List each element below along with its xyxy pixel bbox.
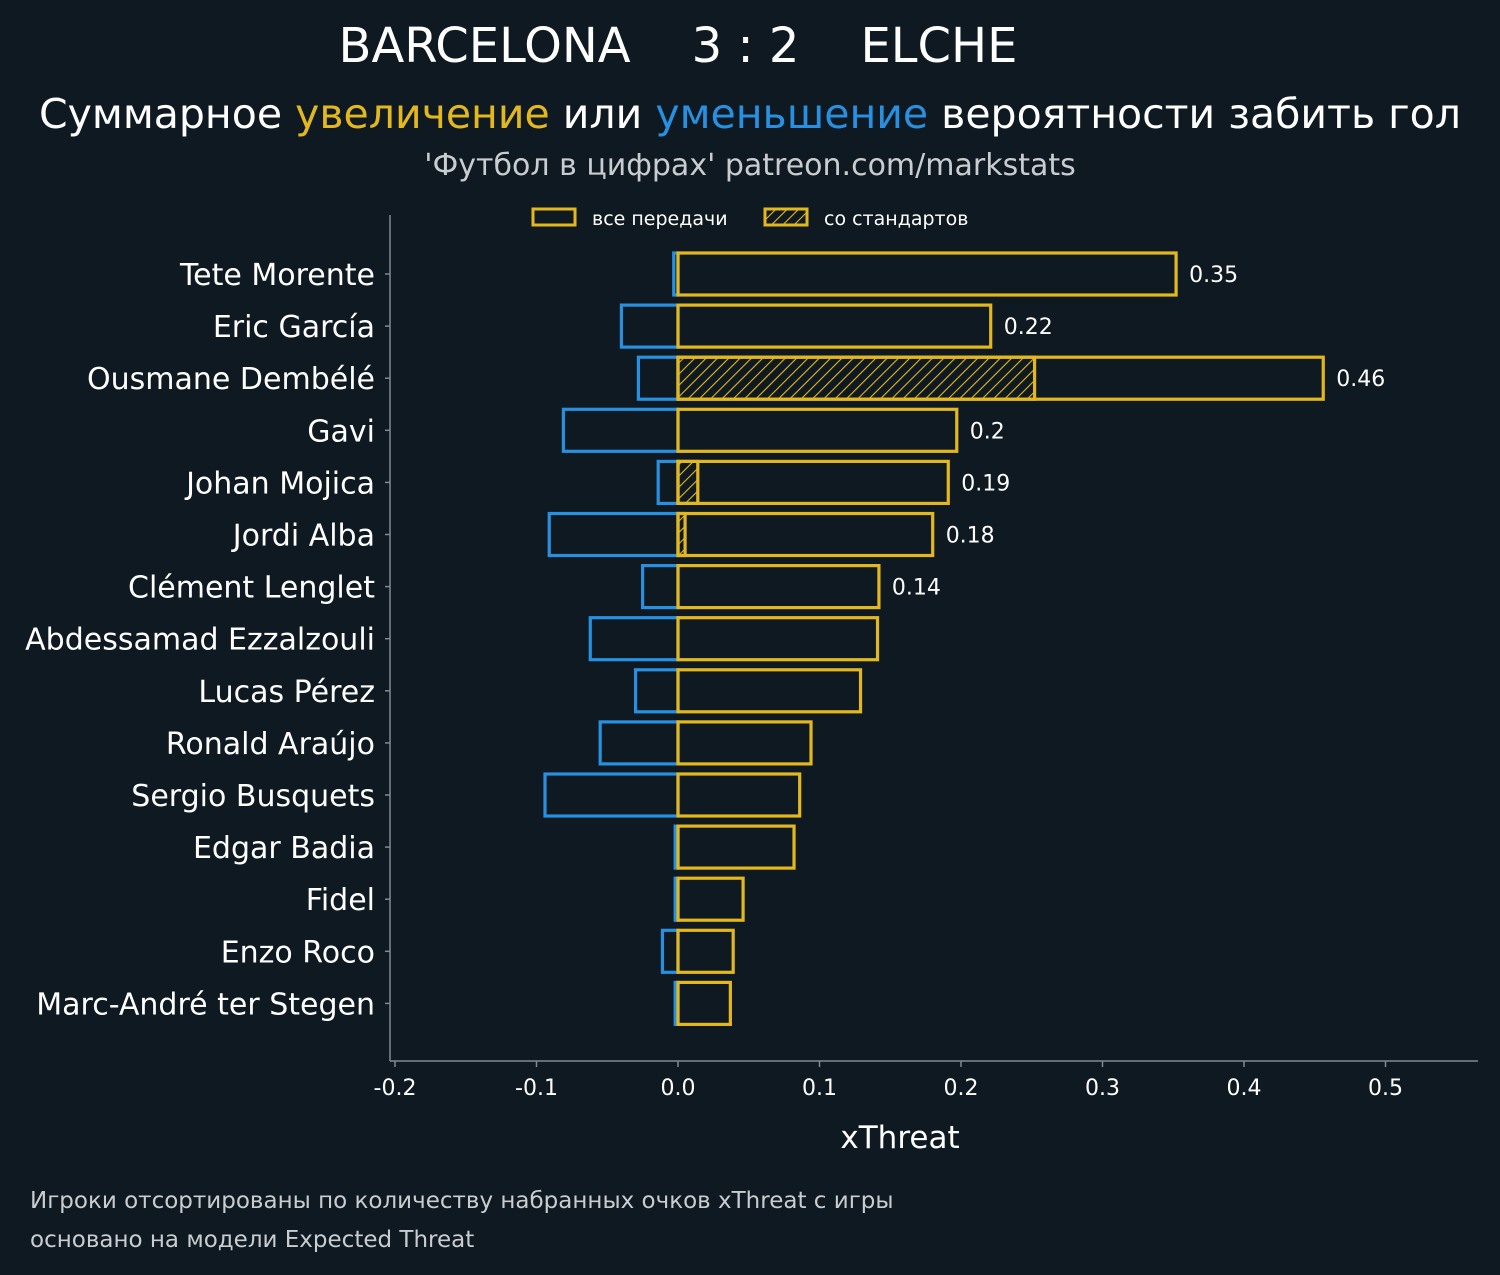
x-tick-label: 0.1: [802, 1076, 837, 1101]
y-tick-label: Marc-André ter Stegen: [36, 987, 375, 1022]
bar-value-label: 0.19: [961, 471, 1010, 496]
bar-all-passes: [676, 563, 881, 610]
bar-all-passes: [676, 928, 735, 974]
x-axis-label: xThreat: [840, 1120, 959, 1156]
bar-all-passes: [676, 303, 993, 349]
bar-all-passes: [676, 511, 935, 558]
x-tick-label: 0.0: [661, 1076, 696, 1101]
bar-negative: [547, 511, 680, 558]
y-tick-label: Gavi: [307, 414, 375, 449]
x-tick-label: 0.2: [944, 1076, 979, 1101]
bar-all-passes: [676, 407, 959, 453]
bar-value-label: 0.22: [1004, 315, 1053, 340]
bar-all-passes: [676, 824, 796, 870]
bar-negative: [641, 563, 680, 610]
subtitle-part-3: или: [549, 90, 656, 138]
bar-negative: [561, 407, 680, 453]
bar-value-label: 0.46: [1336, 367, 1385, 392]
y-tick-label: Ronald Araújo: [166, 727, 375, 762]
subtitle-part-1: Суммарное: [39, 90, 296, 138]
bar-value-label: 0.14: [892, 576, 941, 601]
chart-source: 'Футбол в цифрах' patreon.com/markstats: [424, 148, 1076, 183]
x-tick-label: 0.5: [1368, 1076, 1403, 1101]
subtitle-increase-word: увеличение: [295, 90, 550, 138]
bar-all-passes: [676, 720, 813, 766]
y-tick-label: Abdessamad Ezzalzouli: [25, 623, 375, 658]
x-tick-label: 0.3: [1085, 1076, 1120, 1101]
bar-set-pieces: [676, 459, 700, 505]
y-tick-label: Fidel: [306, 883, 375, 918]
bar-negative: [588, 616, 680, 662]
bar-all-passes: [676, 668, 863, 714]
footnote-model: основано на модели Expected Threat: [30, 1227, 475, 1253]
y-tick-label: Lucas Pérez: [198, 675, 375, 710]
bar-negative: [636, 355, 680, 401]
bar-negative: [660, 928, 680, 974]
x-tick-label: -0.2: [374, 1076, 417, 1101]
chart-subtitle: Суммарное увеличение или уменьшение веро…: [0, 90, 1500, 138]
legend-label-set-pieces: со стандартов: [824, 208, 968, 230]
legend-swatch-set-pieces: [763, 207, 809, 227]
legend-swatch-all-passes: [531, 207, 577, 227]
footnote-sorting: Игроки отсортированы по количеству набра…: [30, 1188, 894, 1214]
bar-value-label: 0.18: [946, 524, 995, 549]
bar-all-passes: [676, 980, 732, 1027]
bar-value-label: 0.35: [1189, 263, 1238, 288]
bar-negative: [656, 459, 680, 505]
y-tick-label: Clément Lenglet: [128, 571, 375, 606]
y-tick-label: Enzo Roco: [221, 935, 375, 970]
subtitle-part-5: вероятности забить гол: [928, 90, 1461, 138]
x-tick-label: -0.1: [515, 1076, 558, 1101]
legend: все передачи со стандартов: [531, 207, 968, 230]
bar-set-pieces: [676, 355, 1037, 401]
legend-label-all-passes: все передачи: [592, 208, 728, 230]
bar-all-passes: [676, 251, 1178, 297]
bar-all-passes: [676, 876, 745, 922]
y-tick-label: Ousmane Dembélé: [87, 362, 375, 397]
bar-negative: [598, 720, 680, 766]
y-tick-label: Eric García: [213, 310, 375, 345]
bar-all-passes: [676, 355, 1325, 401]
y-tick-label: Jordi Alba: [231, 519, 375, 554]
bar-negative: [633, 668, 680, 714]
y-tick-label: Tete Morente: [179, 258, 375, 293]
bar-negative: [543, 772, 680, 818]
y-tick-label: Edgar Badia: [193, 831, 375, 866]
y-tick-label: Sergio Busquets: [131, 779, 375, 814]
chart-title: BARCELONA 3 : 2 ELCHE: [338, 18, 1018, 74]
bar-value-label: 0.2: [970, 419, 1005, 444]
y-tick-label: Johan Mojica: [184, 466, 375, 501]
bar-all-passes: [676, 616, 880, 662]
bar-negative: [619, 303, 680, 349]
subtitle-decrease-word: уменьшение: [655, 90, 929, 138]
bar-all-passes: [676, 459, 950, 505]
bar-all-passes: [676, 772, 802, 818]
x-tick-label: 0.4: [1227, 1076, 1262, 1101]
